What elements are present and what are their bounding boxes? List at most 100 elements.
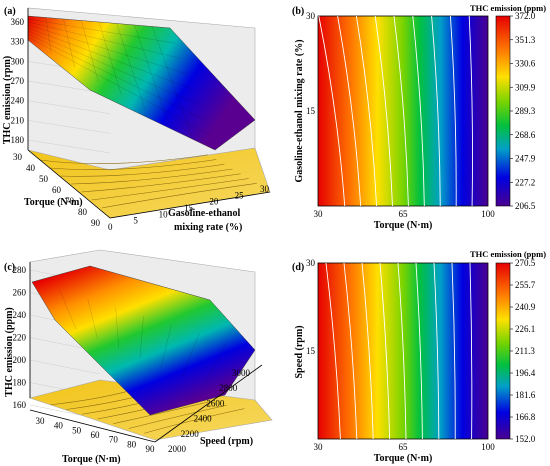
panel-a-y-tick: 25 (235, 190, 245, 200)
panel-a-x-tick: 80 (78, 207, 88, 217)
panel-b-colorbar-tick: 268.6 (515, 130, 536, 140)
panel-a-mesh-line (27, 24, 187, 74)
panel-b-y-axis-label: Gasoline-ethanol mixing rate (%) (294, 39, 305, 182)
panel-a-x-tick: 30 (13, 152, 23, 162)
panel-a-floor-contour (91, 178, 249, 201)
panel-b-colorbar-tick: 309.9 (515, 82, 536, 92)
panel-c-z-ticks: 160 180 200 220 240 260 280 (13, 265, 27, 410)
panel-b-colorbar-tick: 289.3 (515, 106, 536, 116)
panel-c-x-axis-label: Torque (N·m) (62, 454, 121, 465)
panel-a-z-tick: 240 (11, 96, 25, 106)
panel-d-colorbar-tick: 270.5 (515, 258, 536, 268)
panel-d-contour-line (361, 262, 374, 440)
panel-a-mesh-line (27, 18, 176, 44)
panel-a-mesh-line (45, 17, 52, 54)
panel-c-floor-contour (128, 404, 227, 429)
panel-d-contour-line (451, 262, 456, 440)
panel-d-y-tick: 30 (306, 258, 316, 268)
panel-a-y-axis-label-line2: mixing rate (%) (174, 222, 242, 233)
panel-c-x-tick: 40 (54, 421, 64, 431)
panel-a-z-tick: 180 (11, 135, 25, 145)
panel-a-label: (a) (4, 6, 16, 17)
panel-d-colorbar-tick: 196.4 (515, 368, 536, 378)
panel-b-contour-line (355, 15, 378, 207)
panel-d-colorbar-ticks: 270.5 255.7 240.9 226.1 211.3 196.4 181.6 166.8… (510, 258, 536, 444)
panel-d-contour-line (325, 262, 341, 440)
panel-a-mesh-line (98, 21, 122, 96)
panel-d: 270.5 255.7 240.9 226.1 211.3 196.4 181.6 166.8… (292, 249, 546, 464)
panel-a-z-tick: 330 (11, 37, 25, 47)
panel-d-contour-line (469, 262, 473, 440)
panel-d-y-tick: 15 (306, 346, 316, 356)
panel-a-x-axis-label: Torque (N·m) (24, 197, 83, 208)
panel-a-y-tick: 15 (184, 203, 194, 213)
panel-c-y-tick: 2000 (168, 444, 187, 454)
panel-a-mesh-line (27, 27, 193, 90)
panel-b-y-tick: 15 (306, 106, 316, 116)
panel-b-contour-line (393, 15, 409, 207)
panel-c-mesh-line (59, 290, 77, 330)
panel-d-colorbar-tick: 152.0 (515, 434, 536, 444)
panel-c-x-tick: 70 (109, 435, 119, 445)
panel-a-mesh-line (27, 30, 199, 105)
panel-c-z-tick: 240 (13, 310, 27, 320)
panel-d-contour-line (415, 262, 423, 440)
panel-b-x-ticks: 30 65 100 (314, 209, 496, 219)
panel-b-contour-line (318, 15, 346, 207)
panel-d-x-axis-label: Torque (N·m) (374, 453, 433, 464)
panel-b-contour-line (412, 15, 425, 207)
panel-a-mesh-line (134, 24, 169, 123)
panel-b-contour-line (374, 15, 393, 207)
panel-d-colorbar-tick: 166.8 (515, 412, 536, 422)
panel-a-x-tick: 70 (65, 196, 75, 206)
panel-d-contour-line (397, 262, 407, 440)
panel-b-colorbar-tick: 227.2 (515, 177, 535, 187)
panel-a-mesh-line (63, 18, 75, 68)
panel-a-surface-mesh (27, 17, 210, 137)
panel-d-colorbar-tick: 240.9 (515, 302, 536, 312)
panel-c-x-tick: 90 (146, 444, 156, 454)
panel-a-floor-contour (101, 182, 257, 209)
panel-a-grid-line (27, 139, 111, 154)
panel-b-colorbar-tick: 247.9 (515, 154, 536, 164)
panel-d-contour-lines (325, 262, 473, 440)
panel-c-z-tick: 280 (13, 265, 27, 275)
panel-b-y-ticks: 30 15 (306, 11, 316, 116)
panel-d-contour-line (343, 262, 358, 440)
panel-c-surface-mesh (59, 290, 228, 386)
panel-d-x-ticks: 30 65 100 (314, 442, 496, 452)
panel-c-z-tick: 220 (13, 333, 27, 343)
panel-a-mesh-line (116, 23, 146, 109)
panel-b-x-axis-label: Torque (N·m) (374, 220, 433, 231)
panel-b-colorbar (495, 15, 511, 207)
panel-b-colorbar-title: THC emission (ppm) (470, 3, 546, 13)
panel-a-y-tick: 10 (159, 209, 169, 219)
panel-a-y-tick: 5 (133, 216, 138, 226)
panel-c-x-ticks: 30 40 50 60 70 80 90 (36, 416, 156, 454)
panel-a-x-tick: 60 (52, 185, 62, 195)
panel-c-mesh-line (87, 298, 98, 339)
panel-a-x-tick: 50 (39, 174, 49, 184)
panel-d-x-tick: 65 (399, 442, 409, 452)
panel-c-z-axis-label: THC emission (ppm) (4, 307, 15, 396)
panel-c-x-tick: 60 (91, 430, 101, 440)
panel-d-y-axis-label: Speed (rpm) (294, 325, 305, 378)
panel-a-floor-contour (60, 163, 225, 177)
panel-a-y-axis-label-line1: Gasoline-ethanol (168, 208, 240, 219)
panel-c-y-tick: 2600 (206, 398, 225, 408)
panel-a-floor-contour (40, 154, 209, 164)
panel-b-contour-line (431, 15, 441, 207)
panel-c-z-tick: 200 (13, 355, 27, 365)
panel-c-mesh-line (182, 332, 200, 377)
panel-b-colorbar-tick: 351.3 (515, 35, 536, 45)
panel-b-x-tick: 100 (481, 209, 495, 219)
panel-b-y-tick: 30 (306, 11, 316, 21)
panel-a-mesh-line (27, 21, 182, 59)
panel-a-mesh-line (27, 33, 204, 120)
panel-c-z-tick: 160 (13, 400, 27, 410)
panel-c-mesh-line (203, 341, 228, 386)
panel-c-floor-contour (144, 408, 245, 434)
